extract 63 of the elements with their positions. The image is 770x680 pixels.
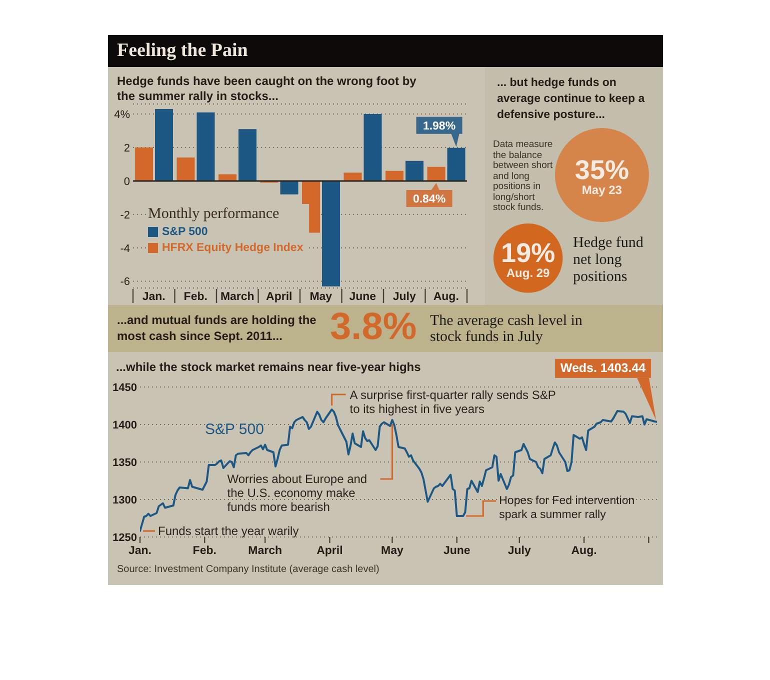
- x-tick-label: Aug.: [433, 291, 459, 303]
- x-tick-label: July: [392, 291, 416, 303]
- y-tick-label: 1300: [112, 494, 137, 506]
- x-tick-label: June: [349, 291, 376, 303]
- x-tick-label: April: [266, 291, 292, 303]
- source-note: Source: Investment Company Institute (average cash level): [117, 564, 380, 575]
- annotation: Weds. 1403.44: [560, 360, 646, 375]
- data-label: 19%: [501, 238, 556, 268]
- x-tick-label: Jan.: [128, 545, 152, 557]
- bar: [427, 166, 446, 181]
- category-label: May 23: [582, 183, 622, 198]
- y-tick-label: -6: [120, 276, 130, 288]
- text: ... but hedge funds on average continue to keep a defensive posture...: [497, 77, 645, 121]
- legend-label: HFRX Equity Hedge Index: [162, 242, 304, 254]
- x-tick-label: May: [310, 291, 333, 303]
- x-tick-label: Aug.: [571, 545, 597, 557]
- text: 3.8%: [330, 306, 417, 348]
- bar: [280, 180, 298, 194]
- annotation: A surprise first-quarter rally sends S&P to its highest in five years: [350, 388, 556, 416]
- bar: [386, 170, 404, 181]
- bar: [155, 109, 173, 181]
- legend-title: Monthly performance: [148, 206, 280, 222]
- x-tick-label: June: [443, 545, 470, 557]
- x-tick-label: April: [316, 545, 343, 557]
- x-tick-label: March: [220, 291, 254, 303]
- y-tick-label: 1400: [112, 419, 137, 432]
- data-label: 35%: [574, 155, 629, 186]
- x-tick-label: May: [381, 545, 404, 557]
- bar: [322, 180, 340, 286]
- bar: [196, 112, 215, 181]
- bar: [364, 114, 382, 181]
- category-label: Aug. 29: [506, 266, 550, 280]
- chart-title: ...while the stock market remains near five-year highs: [116, 360, 421, 374]
- chart-subtitle: Hedge funds have been caught on the wrong foot by the summer rally in stocks...: [117, 74, 416, 103]
- y-tick-label: 1250: [112, 532, 137, 544]
- x-tick-label: Feb.: [184, 291, 208, 303]
- y-tick-label: -2: [120, 209, 130, 222]
- annotation: Worries about Europe and the U.S. economy make funds more bearish: [227, 472, 368, 514]
- y-tick-label: 2: [124, 142, 130, 154]
- y-tick-label: -4: [120, 242, 130, 255]
- bar: [135, 147, 153, 181]
- annotation: Funds start the year warily: [158, 524, 299, 538]
- legend-label: S&P 500: [162, 226, 208, 238]
- x-tick-label: March: [248, 545, 282, 557]
- x-tick-label: Jan.: [142, 291, 166, 303]
- x-tick-label: July: [508, 545, 532, 557]
- bar: [406, 160, 424, 181]
- bar: [176, 158, 195, 181]
- annotation: Hopes for Fed intervention spark a summer rally: [499, 495, 635, 521]
- text: The average cash level in stock funds in July: [430, 313, 582, 345]
- bar: [238, 129, 256, 181]
- text: Data measure the balance between short and long positions in long/short stock funds.: [493, 139, 553, 213]
- y-tick-label: 1350: [112, 456, 137, 469]
- y-tick-label: 0: [124, 176, 130, 188]
- y-tick-label: 4%: [114, 108, 130, 121]
- x-tick-label: Feb.: [192, 545, 216, 557]
- chart-title: Feeling the Pain: [117, 40, 248, 61]
- data-label: 0.84%: [412, 193, 446, 206]
- text: Hedge fund net long positions: [573, 235, 644, 285]
- text: ...and mutual funds are holding the most cash since Sept. 2011...: [117, 313, 316, 343]
- y-tick-label: 1450: [112, 382, 137, 394]
- data-label: 1.98%: [422, 120, 456, 132]
- series-label: S&P 500: [205, 421, 264, 438]
